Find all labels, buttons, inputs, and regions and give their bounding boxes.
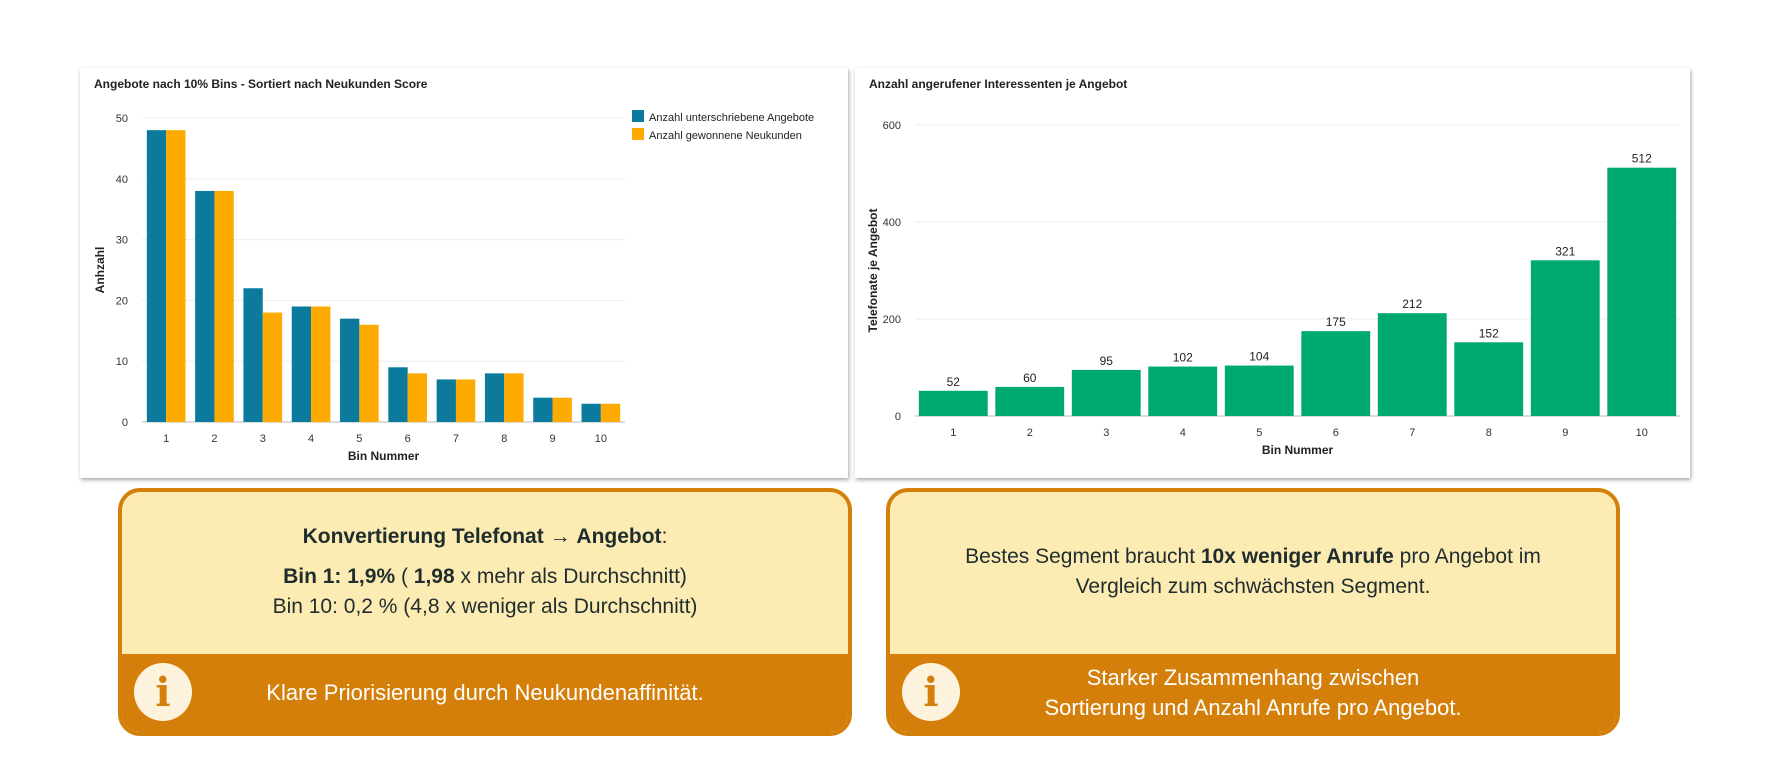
x-tick-label: 8	[501, 433, 507, 445]
bar	[1224, 365, 1294, 416]
bar	[243, 288, 263, 422]
data-label: 512	[1632, 152, 1652, 166]
chart-offers-by-bin: Angebote nach 10% Bins - Sortiert nach N…	[80, 68, 848, 478]
bar	[195, 190, 215, 422]
x-tick-label: 7	[453, 433, 459, 445]
y-tick-label: 10	[116, 356, 128, 368]
x-tick-label: 9	[1562, 427, 1568, 439]
info-text-line1: Starker Zusammenhang zwischen	[1086, 665, 1420, 690]
x-tick-label: 5	[356, 433, 362, 445]
bar	[340, 318, 360, 422]
bar	[1301, 331, 1371, 416]
data-label: 321	[1555, 244, 1575, 258]
x-tick-label: 5	[1256, 427, 1262, 439]
bar	[455, 379, 476, 422]
segment-line1: Bestes Segment braucht 10x weniger Anruf…	[965, 545, 1541, 568]
y-tick-label: 600	[883, 120, 901, 132]
y-axis-label: Anhzahl	[93, 247, 107, 294]
bar	[918, 390, 988, 416]
bar	[436, 379, 456, 422]
y-tick-label: 20	[116, 295, 128, 307]
bar	[504, 373, 524, 422]
x-tick-label: 1	[163, 433, 169, 445]
data-label: 212	[1402, 297, 1422, 311]
bar	[600, 403, 621, 422]
bar	[995, 386, 1065, 416]
info-icon: i	[134, 663, 192, 721]
conversion-bin1: Bin 1: 1,9% ( 1,98 x mehr als Durchschni…	[283, 565, 687, 588]
x-tick-label: 1	[950, 427, 956, 439]
legend-swatch	[632, 110, 644, 122]
bar	[1148, 366, 1218, 416]
x-tick-label: 4	[308, 433, 314, 445]
data-label: 52	[947, 375, 961, 389]
data-label: 152	[1479, 326, 1499, 340]
info-text: Klare Priorisierung durch Neukundenaffin…	[266, 680, 704, 705]
x-tick-label: 3	[260, 433, 266, 445]
legend-swatch	[632, 128, 644, 140]
info-text-line2: Sortierung und Anzahl Anrufe pro Angebot…	[1044, 695, 1462, 720]
bar	[146, 130, 167, 422]
y-tick-label: 0	[122, 417, 128, 429]
info-icon: i	[902, 663, 960, 721]
y-axis-label: Telefonate je Angebot	[866, 208, 880, 332]
bar	[291, 306, 312, 422]
legend-label: Anzahl unterschriebene Angebote	[649, 112, 814, 124]
x-tick-label: 6	[1333, 427, 1339, 439]
x-tick-label: 8	[1486, 427, 1492, 439]
conversion-bin10: Bin 10: 0,2 % (4,8 x weniger als Durchsc…	[272, 595, 698, 618]
y-tick-label: 30	[116, 235, 128, 247]
y-tick-label: 50	[116, 113, 128, 125]
y-tick-label: 400	[883, 217, 901, 229]
insight-box-segments: Bestes Segment braucht 10x weniger Anruf…	[886, 488, 1620, 736]
bar	[533, 397, 553, 422]
x-tick-label: 6	[405, 433, 411, 445]
data-label: 175	[1326, 315, 1346, 329]
bar	[1377, 313, 1447, 416]
bar	[1530, 260, 1600, 416]
chart-calls-per-offer: Anzahl angerufener Interessenten je Ange…	[855, 68, 1690, 478]
bar	[388, 367, 408, 422]
data-label: 102	[1173, 351, 1193, 365]
y-tick-label: 40	[116, 174, 128, 186]
bar	[552, 397, 572, 422]
x-axis-label: Bin Nummer	[1262, 443, 1334, 457]
legend-label: Anzahl gewonnene Neukunden	[649, 130, 802, 142]
bar	[1454, 342, 1524, 416]
x-tick-label: 9	[549, 433, 555, 445]
x-axis-label: Bin Nummer	[348, 449, 420, 463]
bar	[359, 324, 379, 422]
bar	[311, 306, 331, 422]
x-tick-label: 10	[1636, 427, 1648, 439]
x-tick-label: 10	[595, 433, 607, 445]
bar	[1071, 369, 1141, 416]
bar	[1607, 167, 1677, 416]
x-tick-label: 7	[1409, 427, 1415, 439]
x-tick-label: 4	[1180, 427, 1186, 439]
y-tick-label: 0	[895, 411, 901, 423]
bar	[581, 403, 601, 422]
chart-title: Angebote nach 10% Bins - Sortiert nach N…	[94, 77, 428, 91]
y-tick-label: 200	[883, 314, 901, 326]
x-tick-label: 2	[1027, 427, 1033, 439]
data-label: 95	[1100, 354, 1114, 368]
x-tick-label: 3	[1103, 427, 1109, 439]
x-tick-label: 2	[211, 433, 217, 445]
segment-line2: Vergleich zum schwächsten Segment.	[1075, 575, 1431, 598]
chart-title: Anzahl angerufener Interessenten je Ange…	[869, 77, 1127, 91]
bar	[407, 373, 427, 422]
bar	[166, 130, 186, 422]
insight-box-conversion: Konvertierung Telefonat → Angebot: Bin 1…	[118, 488, 852, 736]
bar	[262, 312, 283, 422]
bar	[484, 373, 505, 422]
conversion-heading: Konvertierung Telefonat → Angebot:	[302, 525, 668, 548]
data-label: 104	[1249, 350, 1269, 364]
bar	[214, 190, 234, 422]
data-label: 60	[1023, 371, 1037, 385]
